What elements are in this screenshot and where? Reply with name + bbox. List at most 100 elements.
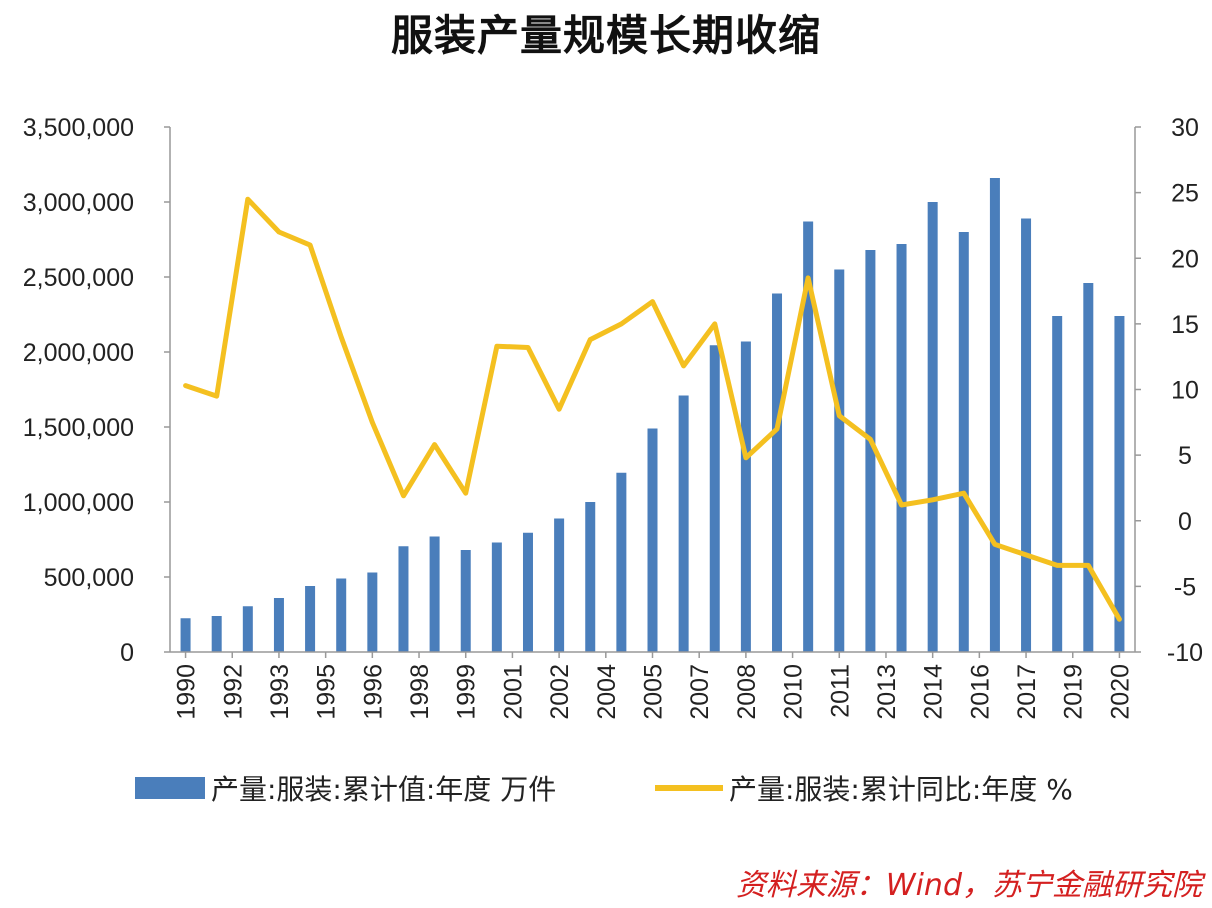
line-point-1995 xyxy=(340,336,342,338)
bar-2015 xyxy=(958,232,969,652)
bar-1999 xyxy=(460,550,471,652)
line-point-2016 xyxy=(994,543,996,545)
x-tick-label: 1993 xyxy=(266,664,294,720)
line-point-2006 xyxy=(683,365,685,367)
bar-2009 xyxy=(772,293,783,652)
legend-bar-swatch xyxy=(135,777,205,799)
line-point-2009 xyxy=(776,428,778,430)
line-point-1993 xyxy=(278,231,280,233)
y-left-tick-label: 1,000,000 xyxy=(23,489,134,517)
line-layer xyxy=(183,196,1122,622)
bar-2004 xyxy=(616,472,627,652)
line-point-2002 xyxy=(558,408,560,410)
x-tick-label: 2017 xyxy=(1013,664,1041,720)
y-left-tick-label: 0 xyxy=(120,639,134,667)
y-right-tick-label: 25 xyxy=(1171,180,1199,208)
line-point-2012 xyxy=(869,438,871,440)
line-point-2008 xyxy=(745,457,747,459)
x-tick-label: 2004 xyxy=(593,664,621,720)
y-right-tick-label: 20 xyxy=(1171,245,1199,273)
x-tick-label: 1996 xyxy=(359,664,387,720)
bar-2011 xyxy=(834,269,845,652)
bar-2010 xyxy=(803,221,814,652)
bar-2001 xyxy=(522,532,533,652)
x-tick-label: 2010 xyxy=(780,664,808,720)
axes-layer xyxy=(164,126,1141,658)
y-right-tick-label: 15 xyxy=(1171,311,1199,339)
y-right-tick-label: -10 xyxy=(1167,639,1203,667)
y-right-tick-label: -5 xyxy=(1174,573,1196,601)
y-right-tick-label: 10 xyxy=(1171,377,1199,405)
y-left-tick-label: 2,500,000 xyxy=(23,264,134,292)
line-point-2017 xyxy=(1025,554,1027,556)
y-right-tick-label: 5 xyxy=(1178,442,1192,470)
legend-bar-series: 产量:服装:累计值:年度 万件 xyxy=(135,768,556,808)
bar-1991 xyxy=(211,616,222,652)
bar-2005 xyxy=(647,428,658,652)
line-point-1990 xyxy=(185,385,187,387)
line-point-2003 xyxy=(589,339,591,341)
x-tick-label: 2002 xyxy=(546,664,574,720)
y-left-tick-label: 2,000,000 xyxy=(23,339,134,367)
bar-2013 xyxy=(896,244,907,652)
x-tick-label: 1995 xyxy=(313,664,341,720)
x-tick-label: 2019 xyxy=(1060,664,1088,720)
line-point-2000 xyxy=(496,345,498,347)
line-point-2020 xyxy=(1118,618,1120,620)
line-point-2015 xyxy=(963,492,965,494)
bar-1997 xyxy=(398,546,409,652)
bar-2002 xyxy=(554,518,565,652)
legend-line-label: 产量:服装:累计同比:年度 % xyxy=(729,773,1073,806)
bar-1998 xyxy=(429,536,440,652)
bars-layer xyxy=(180,178,1125,652)
line-point-2001 xyxy=(527,347,529,348)
bar-1995 xyxy=(336,578,347,652)
bar-2019 xyxy=(1083,283,1094,652)
bar-1992 xyxy=(242,606,253,652)
y-left-tick-label: 3,500,000 xyxy=(23,114,134,142)
x-tick-label: 2007 xyxy=(686,664,714,720)
bar-2018 xyxy=(1052,316,1063,652)
bar-1993 xyxy=(273,598,284,652)
bar-1994 xyxy=(305,586,316,652)
line-point-1992 xyxy=(247,198,249,200)
line-point-2005 xyxy=(652,301,653,303)
line-point-2007 xyxy=(714,323,716,325)
line-point-1994 xyxy=(309,244,311,246)
legend-line-series: 产量:服装:累计同比:年度 % xyxy=(655,768,1073,808)
bar-1996 xyxy=(367,572,378,652)
bar-2008 xyxy=(740,341,751,652)
bar-1990 xyxy=(180,618,191,652)
x-tick-label: 2013 xyxy=(873,664,901,720)
x-tick-label: 2008 xyxy=(733,664,761,720)
line-point-2018 xyxy=(1056,564,1058,566)
bar-2003 xyxy=(585,502,596,652)
bar-2014 xyxy=(927,202,938,652)
line-point-2010 xyxy=(807,277,809,279)
x-tick-label: 1990 xyxy=(173,664,201,720)
line-point-1997 xyxy=(402,495,404,497)
x-tick-label: 1998 xyxy=(406,664,434,720)
bar-2007 xyxy=(709,345,720,652)
y-left-tick-label: 1,500,000 xyxy=(23,414,134,442)
line-point-1991 xyxy=(216,395,218,397)
y-left-tick-label: 500,000 xyxy=(44,564,134,592)
chart-title: 服装产量规模长期收缩 xyxy=(390,11,821,60)
x-tick-label: 2001 xyxy=(499,664,527,720)
legend-line-swatch xyxy=(655,785,723,791)
x-tick-label: 1992 xyxy=(219,664,247,720)
x-tick-label: 2011 xyxy=(826,664,854,718)
line-point-1998 xyxy=(434,444,436,446)
line-point-2011 xyxy=(838,415,840,417)
y-right-tick-label: 30 xyxy=(1171,114,1199,142)
line-point-2004 xyxy=(620,323,622,325)
ticks-layer: 3,500,000 3,000,000 2,500,000 2,000,000 1,50… xyxy=(23,114,1203,720)
y-right-tick-label: 0 xyxy=(1178,508,1192,536)
bar-2020 xyxy=(1114,316,1125,652)
bar-2006 xyxy=(678,395,689,652)
line-point-1996 xyxy=(371,421,373,423)
line-point-2014 xyxy=(932,499,934,501)
x-tick-label: 2020 xyxy=(1106,664,1134,720)
x-tick-label: 2016 xyxy=(966,664,994,720)
